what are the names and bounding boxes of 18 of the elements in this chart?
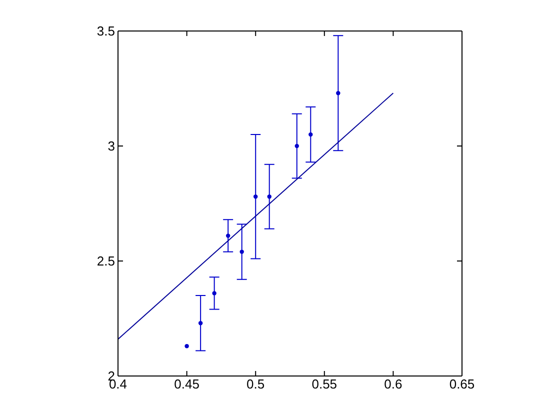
x-tick-label: 0.65: [449, 376, 475, 392]
point: [240, 250, 244, 254]
y-tick-label: 3: [108, 138, 115, 154]
y-tick-label: 2.5: [96, 254, 115, 268]
x-tick-label: 0.55: [312, 376, 338, 392]
x-tick-label: 0.45: [174, 376, 200, 392]
y-tick-label: 3.5: [96, 24, 115, 38]
point: [226, 234, 230, 238]
point: [267, 194, 272, 199]
point: [253, 194, 258, 199]
x-tick-label: 0.5: [246, 376, 265, 392]
point: [336, 90, 340, 96]
x-tick-label: 0.6: [384, 376, 402, 392]
point: [184, 344, 189, 348]
point: [198, 320, 203, 326]
point: [308, 132, 313, 137]
point: [294, 144, 299, 148]
point: [212, 291, 216, 296]
